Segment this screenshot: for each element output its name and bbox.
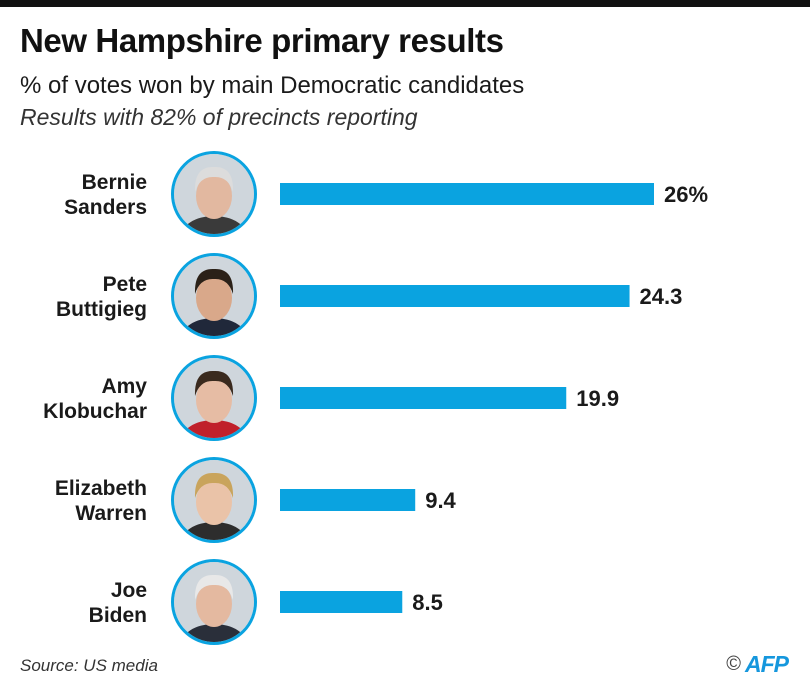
portrait-shoulders (180, 318, 248, 336)
candidate-name-line: Elizabeth (55, 477, 147, 500)
candidate-name-line: Klobuchar (43, 400, 147, 423)
candidate-name-line: Buttigieg (56, 298, 147, 321)
portrait-hair (194, 370, 234, 396)
value-label-bernie-sanders: 26% (664, 182, 708, 207)
portrait-shoulders (180, 522, 248, 540)
portrait-face (196, 173, 232, 219)
bar-elizabeth-warren (280, 489, 416, 511)
value-label-amy-klobuchar: 19.9 (576, 386, 619, 411)
bar-pete-buttigieg (280, 285, 630, 307)
candidate-label-joe-biden: Joe Biden (89, 579, 147, 627)
portrait-shoulders (180, 624, 248, 642)
portrait-shoulders (180, 420, 248, 438)
candidate-name-line: Amy (101, 375, 147, 398)
candidate-portrait-joe-biden (171, 559, 257, 645)
value-label-joe-biden: 8.5 (412, 590, 443, 615)
portrait-face (196, 581, 232, 627)
chart-subtitle: % of votes won by main Democratic candid… (20, 72, 525, 99)
candidate-name-line: Biden (89, 604, 147, 627)
portrait-ring (171, 559, 257, 645)
candidate-name-line: Pete (103, 273, 147, 296)
portrait-shoulders (180, 216, 248, 234)
candidate-name-line: Sanders (64, 196, 147, 219)
portrait-ring (171, 151, 257, 237)
bar-joe-biden (280, 591, 403, 613)
value-label-elizabeth-warren: 9.4 (425, 488, 456, 513)
value-label-pete-buttigieg: 24.3 (640, 284, 683, 309)
candidate-name-line: Joe (111, 579, 147, 602)
source-note: Source: US media (20, 656, 158, 675)
portrait-face (196, 377, 232, 423)
bar-amy-klobuchar (280, 387, 567, 409)
copyright-symbol: © (726, 652, 741, 675)
candidate-label-amy-klobuchar: Amy Klobuchar (43, 375, 147, 423)
candidate-label-bernie-sanders: Bernie Sanders (64, 171, 147, 219)
bar-bernie-sanders (280, 183, 654, 205)
portrait-hair (194, 574, 234, 600)
candidate-label-pete-buttigieg: Pete Buttigieg (56, 273, 147, 321)
portrait-face (196, 275, 232, 321)
portrait-hair (194, 166, 234, 192)
candidate-portrait-elizabeth-warren (171, 457, 257, 543)
portrait-ring (171, 457, 257, 543)
candidate-portrait-bernie-sanders (171, 151, 257, 237)
portrait-hair (194, 472, 234, 498)
candidate-portrait-amy-klobuchar (171, 355, 257, 441)
portrait-ring (171, 355, 257, 441)
reporting-note: Results with 82% of precincts reporting (20, 104, 418, 130)
chart-title: New Hampshire primary results (20, 22, 504, 59)
afp-logo: AFP (745, 650, 789, 677)
portrait-face (196, 479, 232, 525)
candidate-label-elizabeth-warren: Elizabeth Warren (55, 477, 147, 525)
candidate-portrait-pete-buttigieg (171, 253, 257, 339)
bar-chart: Bernie Sanders 26% Pete Buttigieg 24.3 Amy Klob… (43, 151, 708, 645)
candidate-name-line: Warren (75, 502, 147, 525)
portrait-hair (194, 268, 234, 294)
agency-credit: © AFP (726, 650, 789, 677)
candidate-name-line: Bernie (82, 171, 147, 194)
top-rule (0, 0, 810, 7)
portrait-ring (171, 253, 257, 339)
